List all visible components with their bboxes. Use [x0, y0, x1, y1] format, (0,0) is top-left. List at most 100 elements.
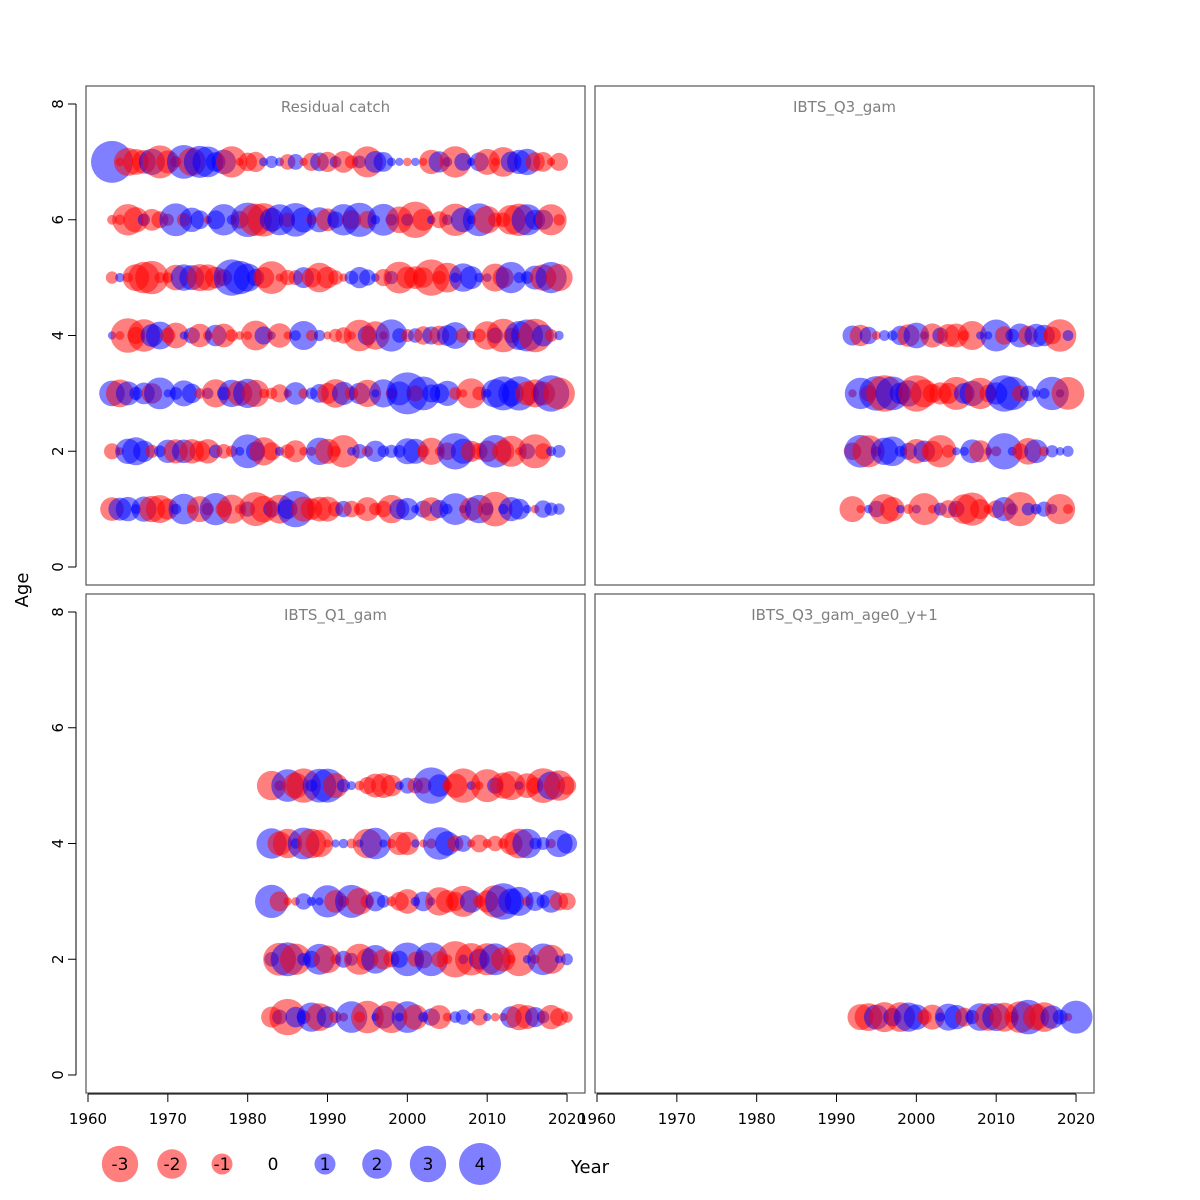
residual-bubble	[211, 323, 236, 348]
residual-bubble	[284, 440, 307, 463]
residual-bubble	[550, 1008, 568, 1027]
legend-bubble	[459, 1143, 501, 1185]
residual-bubble	[495, 435, 527, 467]
residual-bubble	[347, 781, 356, 791]
residual-bubble	[1045, 445, 1059, 458]
legend-label: -2	[164, 1155, 181, 1175]
residual-bubble	[396, 497, 419, 521]
legend-bubble	[211, 1153, 233, 1175]
legend-label: 3	[423, 1155, 434, 1175]
residual-bubble	[552, 444, 566, 458]
legend-label: 4	[475, 1155, 486, 1175]
legend-bubble	[409, 1145, 447, 1183]
residual-bubble	[412, 208, 435, 231]
residual-bubble	[535, 204, 567, 236]
residual-bubble	[512, 828, 542, 859]
residual-bubble	[387, 157, 396, 167]
residual-bubble	[105, 271, 119, 284]
x-tick-label: 2020	[1057, 1110, 1095, 1128]
residual-bubble	[522, 504, 532, 514]
residual-bubble	[1024, 439, 1048, 464]
residual-bubble	[373, 152, 394, 172]
residual-bubble	[188, 323, 212, 348]
residual-bubble	[558, 892, 576, 911]
residual-bubble	[1055, 447, 1065, 456]
panel-frame	[85, 85, 586, 586]
residual-bubble	[554, 955, 564, 964]
residual-bubble	[331, 839, 340, 848]
residual-bubble	[254, 326, 273, 345]
residual-bubble	[298, 388, 309, 399]
residual-bubble	[495, 262, 527, 294]
residual-bubble	[190, 210, 210, 230]
residual-bubble	[375, 319, 408, 352]
residual-bubble	[554, 330, 564, 341]
residual-bubble	[502, 942, 536, 977]
residual-bubble	[557, 776, 577, 795]
residual-bubble	[208, 204, 240, 236]
legend-bubble	[101, 1145, 139, 1183]
legend-bubble	[314, 1153, 336, 1175]
panel-title: IBTS_Q1_gam	[284, 606, 387, 625]
residual-bubble	[553, 503, 565, 515]
residual-bubble	[455, 1009, 471, 1025]
y-tick-label: 4	[49, 331, 67, 341]
residual-bubble	[154, 272, 166, 284]
residual-bubble	[877, 436, 908, 467]
x-tick-label: 2000	[388, 1110, 426, 1128]
x-tick-label: 2000	[897, 1110, 935, 1128]
residual-bubble	[336, 779, 351, 793]
residual-bubble	[556, 833, 578, 854]
legend-bubble	[362, 1149, 392, 1179]
residual-bubble	[969, 440, 992, 463]
residual-bubble	[338, 838, 349, 849]
residual-bubble	[1062, 330, 1074, 341]
x-tick-label: 2010	[468, 1110, 506, 1128]
residual-bubble	[456, 378, 487, 409]
residual-bubble	[279, 943, 312, 975]
bubble-group	[847, 999, 1093, 1035]
residual-bubble	[545, 264, 573, 292]
residual-bubble	[839, 496, 866, 523]
y-tick-label: 6	[49, 723, 67, 733]
y-tick-label: 6	[49, 215, 67, 225]
residual-bubble	[217, 494, 247, 524]
y-tick-label: 0	[49, 1070, 67, 1080]
residual-bubble	[411, 839, 420, 848]
y-tick-label: 2	[49, 954, 67, 964]
x-tick-label: 1990	[817, 1110, 855, 1128]
residual-bubble	[908, 493, 941, 526]
residual-bubble	[459, 890, 483, 913]
residual-bubble	[1020, 385, 1036, 402]
residual-bubble	[490, 1012, 500, 1022]
residual-bubble	[262, 442, 281, 461]
legend-label: -3	[112, 1155, 129, 1175]
residual-bubble	[258, 388, 269, 399]
residual-bubble	[390, 942, 425, 977]
residual-bubble	[544, 329, 558, 342]
panel-title: IBTS_Q3_gam_age0_y+1	[751, 606, 938, 625]
residual-bubble	[1059, 1000, 1093, 1034]
y-tick-label: 2	[49, 446, 67, 456]
residual-bubble	[115, 272, 125, 283]
x-tick-label: 1960	[578, 1110, 616, 1128]
legend-label: 1	[320, 1155, 331, 1175]
residual-bubble	[355, 497, 380, 522]
y-axis-title: Age	[12, 573, 33, 608]
residual-bubble	[533, 152, 553, 172]
residual-bubble	[859, 326, 878, 345]
residual-bubble	[283, 897, 292, 906]
residual-bubble	[434, 380, 460, 406]
residual-bubble	[483, 1013, 492, 1022]
residual-bubble	[225, 329, 238, 342]
residual-bubble	[442, 1012, 452, 1022]
residual-bubble	[1043, 319, 1077, 352]
residual-bubble	[487, 835, 503, 852]
residual-bubble	[289, 321, 319, 350]
residual-bubble	[299, 446, 308, 456]
residual-bubble	[553, 214, 565, 226]
residual-bubble	[395, 831, 420, 856]
residual-bubble	[536, 944, 566, 974]
residual-bubble	[508, 498, 530, 520]
residual-bubble	[306, 330, 317, 341]
